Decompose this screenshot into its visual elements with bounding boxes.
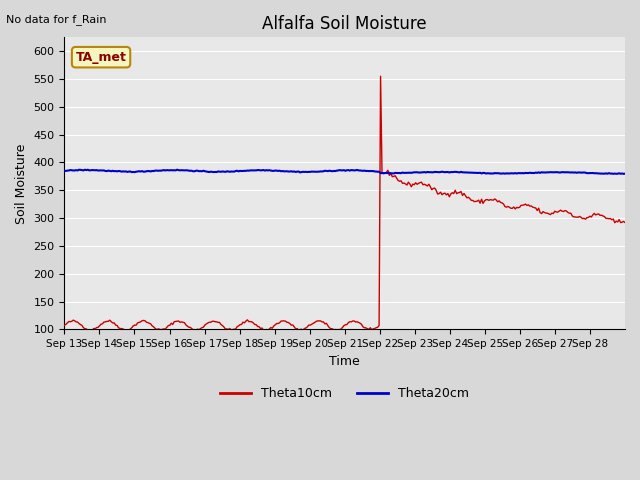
Legend: Theta10cm, Theta20cm: Theta10cm, Theta20cm: [215, 382, 474, 405]
Y-axis label: Soil Moisture: Soil Moisture: [15, 143, 28, 224]
X-axis label: Time: Time: [330, 355, 360, 368]
Text: No data for f_Rain: No data for f_Rain: [6, 14, 107, 25]
Title: Alfalfa Soil Moisture: Alfalfa Soil Moisture: [262, 15, 427, 33]
Text: TA_met: TA_met: [76, 51, 127, 64]
